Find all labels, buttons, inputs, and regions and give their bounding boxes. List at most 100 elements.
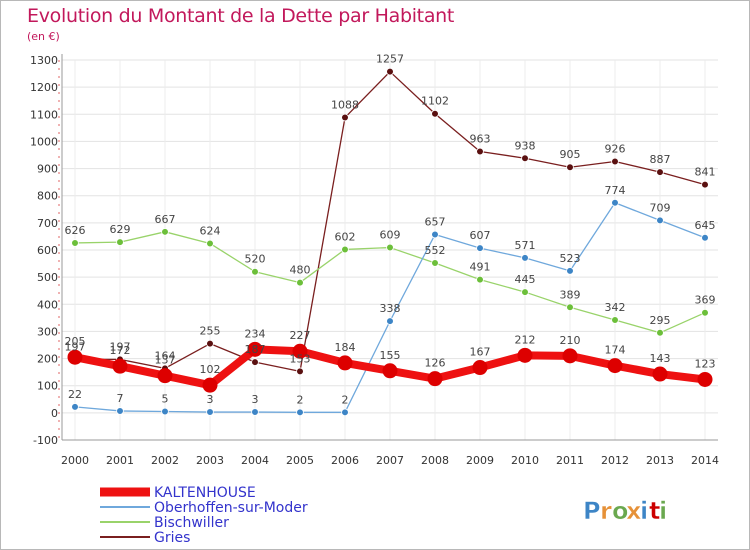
x-tick-label: 2005	[286, 454, 314, 467]
legend-label: Gries	[154, 530, 190, 546]
data-label-kaltenhouse: 210	[560, 334, 581, 347]
y-tick-label: 400	[37, 298, 58, 311]
x-tick-label: 2014	[691, 454, 719, 467]
x-tick-label: 2001	[106, 454, 134, 467]
y-tick-label: 500	[37, 271, 58, 284]
data-point-kaltenhouse	[247, 341, 263, 357]
data-label-gries: 1088	[331, 99, 359, 112]
data-label-gries: 197	[65, 340, 86, 353]
y-tick-label: 800	[37, 190, 58, 203]
data-label-kaltenhouse: 137	[155, 354, 176, 367]
data-point-oberhoffen-sur-moder	[431, 230, 439, 239]
data-label-gries: 887	[650, 153, 671, 166]
data-label-oberhoffen-sur-moder: 645	[695, 219, 716, 232]
series-lines	[67, 67, 713, 417]
data-label-bischwiller: 602	[335, 230, 356, 243]
data-label-oberhoffen-sur-moder: 22	[68, 388, 82, 401]
legend-label: Oberhoffen-sur-Moder	[154, 500, 308, 516]
axes: -100 0 100 200 300 400 500 600 700 800 900 1000 1100…	[30, 54, 719, 467]
data-point-gries	[296, 367, 304, 376]
data-label-oberhoffen-sur-moder: 657	[425, 216, 446, 229]
data-point-bischwiller	[701, 308, 709, 317]
data-label-gries: 938	[515, 139, 536, 152]
data-label-oberhoffen-sur-moder: 607	[470, 229, 491, 242]
data-label-bischwiller: 609	[380, 229, 401, 242]
data-point-oberhoffen-sur-moder	[566, 267, 574, 275]
data-point-kaltenhouse	[382, 363, 398, 379]
data-label-bischwiller: 629	[110, 223, 131, 236]
data-label-bischwiller: 480	[290, 264, 311, 277]
data-label-gries: 841	[695, 166, 716, 179]
y-tick-label: 1000	[30, 135, 58, 148]
data-label-kaltenhouse: 174	[605, 344, 626, 357]
data-point-kaltenhouse	[427, 371, 443, 387]
data-label-kaltenhouse: 205	[65, 335, 86, 348]
data-point-gries	[431, 109, 439, 118]
data-point-oberhoffen-sur-moder	[521, 254, 529, 262]
x-tick-label: 2006	[331, 454, 359, 467]
x-tick-label: 2011	[556, 454, 584, 467]
y-tick-label: 1100	[30, 108, 58, 121]
data-label-oberhoffen-sur-moder: 523	[560, 252, 581, 265]
data-label-kaltenhouse: 212	[515, 333, 536, 346]
data-point-bischwiller	[521, 288, 529, 296]
data-label-gries: 926	[605, 143, 626, 156]
data-point-gries	[521, 154, 529, 163]
data-label-kaltenhouse: 184	[335, 341, 356, 354]
data-label-bischwiller: 445	[515, 273, 536, 286]
data-label-oberhoffen-sur-moder: 2	[297, 393, 304, 406]
x-tick-label: 2000	[61, 454, 89, 467]
y-tick-label: 900	[37, 163, 58, 176]
data-label-kaltenhouse: 123	[695, 357, 716, 370]
data-point-gries	[251, 358, 259, 366]
data-label-kaltenhouse: 102	[200, 363, 221, 376]
data-label-bischwiller: 369	[695, 294, 716, 307]
x-tick-label: 2002	[151, 454, 179, 467]
data-point-bischwiller	[71, 239, 79, 247]
data-label-kaltenhouse: 143	[650, 352, 671, 365]
data-point-oberhoffen-sur-moder	[476, 244, 484, 252]
y-tick-label: 0	[51, 407, 58, 420]
data-label-gries: 963	[470, 132, 491, 145]
y-tick-label: 100	[37, 380, 58, 393]
data-point-bischwiller	[251, 267, 259, 276]
data-point-bischwiller	[296, 278, 304, 287]
data-point-bischwiller	[386, 243, 394, 252]
chart-title: Evolution du Montant de la Dette par Hab…	[27, 5, 455, 27]
logo-letter: i	[659, 497, 667, 525]
data-label-bischwiller: 520	[245, 253, 266, 266]
data-point-gries	[701, 180, 709, 189]
legend-label: KALTENHOUSE	[154, 485, 256, 501]
data-point-kaltenhouse	[697, 371, 713, 387]
chart-subtitle: (en €)	[27, 30, 60, 43]
data-label-oberhoffen-sur-moder: 3	[252, 393, 259, 406]
x-tick-label: 2012	[601, 454, 629, 467]
data-point-kaltenhouse	[652, 366, 668, 382]
data-point-oberhoffen-sur-moder	[611, 198, 619, 207]
data-label-oberhoffen-sur-moder: 338	[380, 302, 401, 315]
data-label-gries: 1102	[421, 95, 449, 108]
data-point-oberhoffen-sur-moder	[656, 216, 664, 225]
data-point-kaltenhouse	[472, 360, 488, 376]
data-point-gries	[611, 157, 619, 166]
data-point-bischwiller	[476, 275, 484, 284]
data-point-kaltenhouse	[562, 348, 578, 364]
legend-label: Bischwiller	[154, 515, 229, 531]
data-point-bischwiller	[656, 328, 664, 337]
data-label-bischwiller: 626	[65, 224, 86, 237]
data-point-oberhoffen-sur-moder	[386, 317, 394, 325]
data-label-bischwiller: 389	[560, 288, 581, 301]
data-point-bischwiller	[341, 245, 349, 254]
data-point-gries	[206, 339, 214, 348]
logo-letter: o	[612, 497, 629, 525]
logo-letter: i	[640, 497, 648, 525]
data-point-gries	[566, 163, 574, 172]
data-label-gries: 187	[245, 343, 266, 356]
data-label-kaltenhouse: 227	[290, 329, 311, 342]
data-label-oberhoffen-sur-moder: 3	[207, 393, 214, 406]
data-label-kaltenhouse: 234	[245, 327, 266, 340]
data-label-oberhoffen-sur-moder: 2	[342, 393, 349, 406]
data-point-bischwiller	[116, 238, 124, 246]
